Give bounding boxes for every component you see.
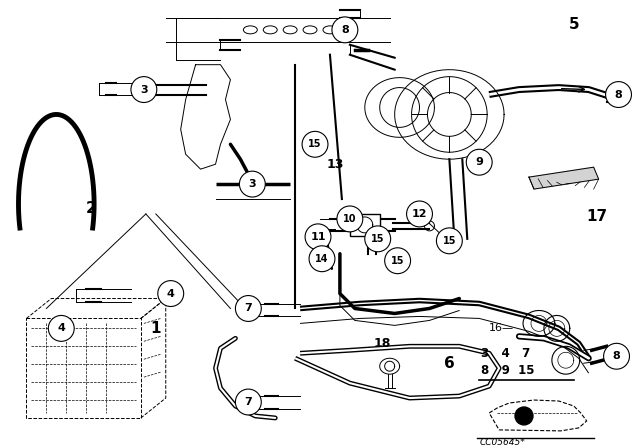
Circle shape: [436, 228, 462, 254]
Text: 15: 15: [443, 236, 456, 246]
Circle shape: [302, 131, 328, 157]
Text: 18: 18: [374, 337, 392, 350]
Circle shape: [49, 315, 74, 341]
Text: 15: 15: [371, 234, 385, 244]
Text: 12: 12: [412, 209, 428, 219]
Text: 7: 7: [244, 397, 252, 407]
Text: 4: 4: [58, 323, 65, 333]
Circle shape: [605, 82, 632, 108]
Text: 1: 1: [150, 321, 161, 336]
Text: 11: 11: [310, 232, 326, 242]
Circle shape: [158, 280, 184, 306]
Text: 8   9  15: 8 9 15: [481, 364, 534, 377]
Circle shape: [467, 149, 492, 175]
Text: 8: 8: [341, 25, 349, 35]
Circle shape: [309, 246, 335, 271]
Text: 6: 6: [444, 356, 455, 370]
Text: 15: 15: [391, 256, 404, 266]
Text: 3: 3: [248, 179, 256, 189]
Text: 3: 3: [140, 85, 148, 95]
Circle shape: [385, 248, 410, 274]
Text: 7: 7: [244, 303, 252, 314]
Text: 5: 5: [568, 17, 579, 32]
Text: 15: 15: [308, 139, 322, 149]
Circle shape: [305, 224, 331, 250]
Bar: [350, 214, 380, 236]
Circle shape: [337, 206, 363, 232]
Text: 16—: 16—: [489, 323, 515, 333]
Text: 4: 4: [167, 289, 175, 298]
Text: 17: 17: [586, 209, 607, 224]
Text: 13: 13: [326, 158, 344, 171]
Text: 3   4   7: 3 4 7: [481, 347, 531, 360]
Text: 8: 8: [614, 90, 623, 99]
Circle shape: [365, 226, 390, 252]
Circle shape: [131, 77, 157, 103]
Text: 8: 8: [612, 351, 620, 361]
Text: 9: 9: [476, 157, 483, 167]
Circle shape: [406, 201, 433, 227]
Polygon shape: [529, 167, 598, 189]
Circle shape: [332, 17, 358, 43]
Circle shape: [604, 343, 630, 369]
Circle shape: [236, 296, 261, 321]
Text: CC05645*: CC05645*: [479, 438, 525, 447]
Circle shape: [236, 389, 261, 415]
Circle shape: [239, 171, 265, 197]
Text: 10: 10: [343, 214, 356, 224]
Text: 2: 2: [86, 202, 97, 216]
Text: 14: 14: [316, 254, 329, 264]
Circle shape: [515, 407, 533, 425]
